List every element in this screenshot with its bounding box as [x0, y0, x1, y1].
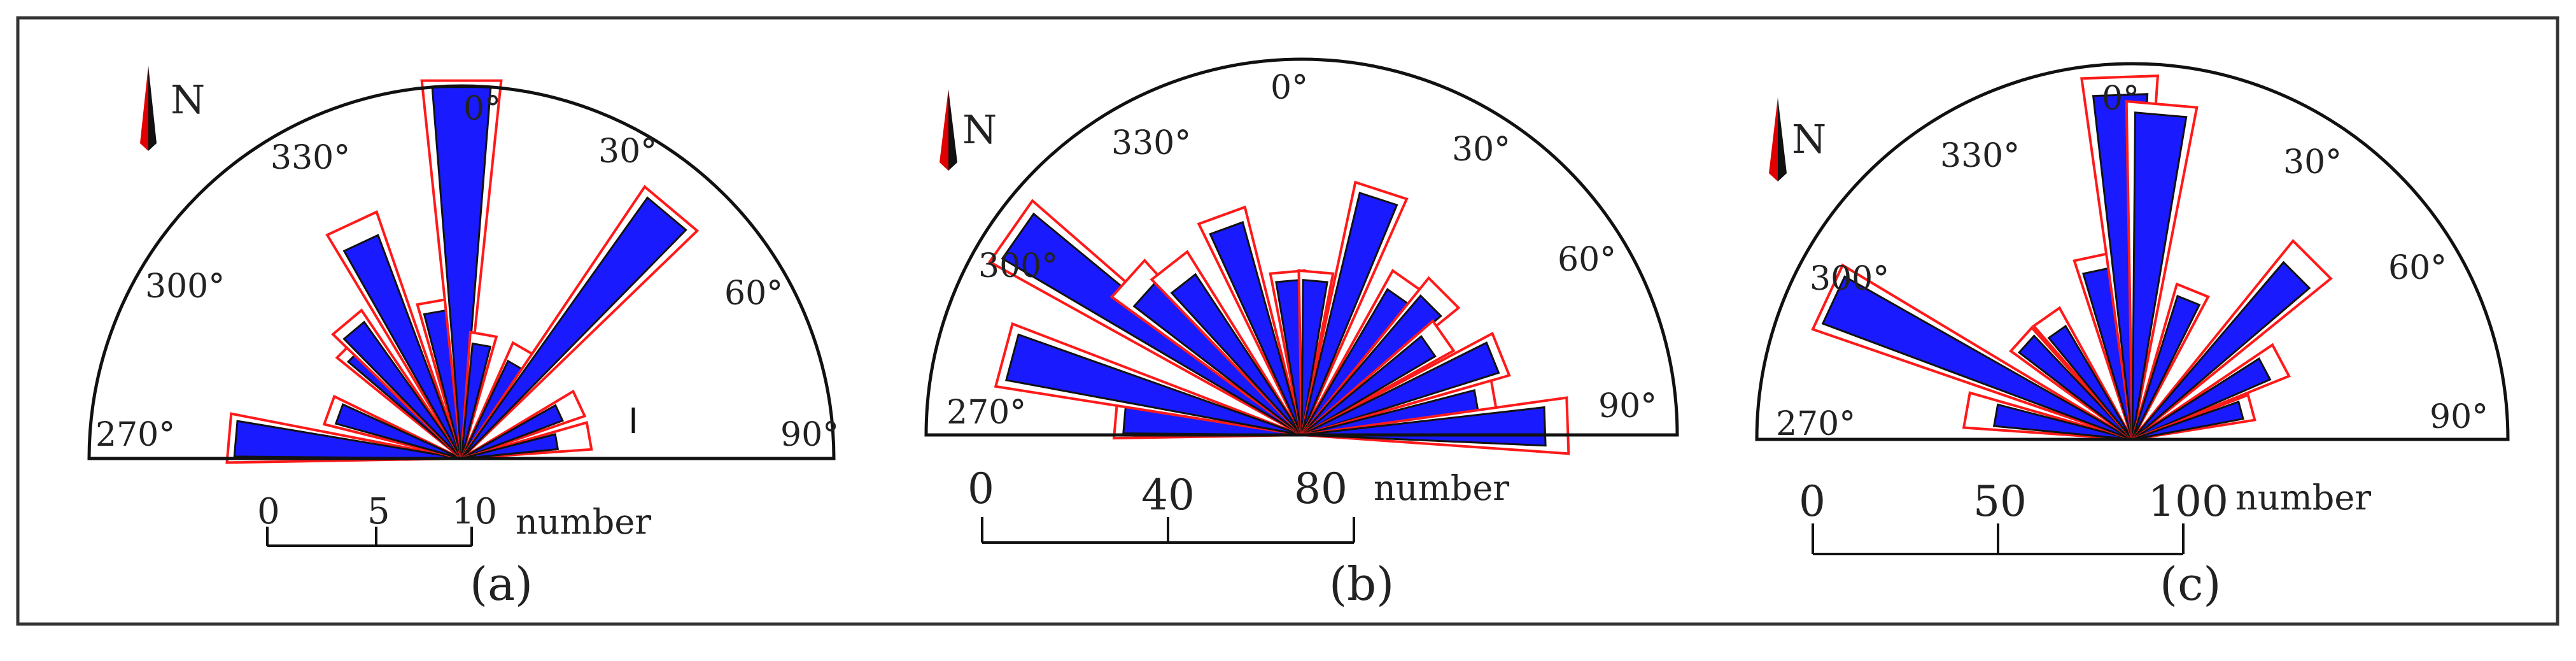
panel-b-petals [987, 180, 1570, 455]
panel-a: N 270° 300° 330° 0° 30° 60° 90° 0 5 10 n… [87, 66, 839, 611]
panel-a-label-270: 270° [95, 416, 175, 454]
panel-b-label-270: 270° [947, 394, 1026, 432]
panel-c-label-90: 90° [2430, 398, 2488, 436]
scale-tick-label: 0 [968, 464, 994, 513]
panel-b-scale-bar: 0 40 80 number [968, 464, 1509, 544]
panel-c-label-330: 330° [1940, 137, 2020, 175]
panel-b-petal-12 [1301, 341, 1500, 436]
panel-b-petal-4 [1170, 273, 1303, 436]
panel-a-label-330: 330° [271, 139, 350, 177]
panel-c-scale-bar: 0 50 100 number [1799, 477, 2371, 555]
panel-b-caption: (b) [1329, 557, 1394, 611]
north-arrow-red-half [140, 66, 148, 151]
panel-c-north-label: N [1792, 116, 1826, 162]
panel-a-petal-1 [334, 403, 462, 460]
panel-b-north-label: N [962, 106, 997, 153]
scale-tick-label: 40 [1141, 471, 1195, 520]
panel-b-label-60: 60° [1558, 241, 1616, 279]
panel-a-scale-bar: 0 5 10 number [257, 491, 651, 547]
panel-c-label-270: 270° [1776, 405, 1855, 443]
panel-a-petal-4 [342, 234, 463, 459]
scale-unit-label: number [1374, 468, 1509, 508]
panel-b-label-90: 90° [1598, 387, 1657, 425]
scale-unit-label: number [516, 502, 651, 542]
panel-c-label-300: 300° [1810, 260, 1889, 298]
panel-c-petal-0 [1992, 403, 2133, 441]
scale-tick-label: 0 [257, 491, 280, 532]
scale-tick-label: 0 [1799, 477, 1826, 526]
panel-a-petals [225, 79, 700, 464]
panel-a-petal-11 [461, 433, 560, 460]
panel-c-petal-1 [1821, 275, 2133, 441]
panel-c-petal-7 [2131, 294, 2201, 440]
north-arrow-red-half [1769, 97, 1778, 181]
panel-b-petal-8 [1300, 191, 1398, 436]
panel-c-petal-6 [2131, 111, 2188, 440]
panel-c-petal-10 [2132, 400, 2244, 441]
panel-a-caption: (a) [470, 557, 533, 611]
panel-c-north-arrow: N [1769, 97, 1826, 181]
panel-c-caption: (c) [2160, 557, 2221, 611]
scale-tick-label: 5 [367, 491, 390, 532]
panel-c-petal-9 [2132, 357, 2272, 441]
panel-c-semicircle [1755, 62, 2510, 441]
panel-a-petal-7 [460, 342, 492, 459]
north-arrow-black-half [1778, 97, 1787, 181]
scale-unit-label: number [2235, 478, 2371, 518]
panel-c-label-60: 60° [2388, 249, 2447, 287]
scale-tick-label: 100 [2148, 477, 2228, 526]
scale-tick-label: 50 [1973, 477, 2027, 526]
panel-b-label-0: 0° [1270, 69, 1308, 107]
panel-c-petals [1811, 75, 2333, 441]
panel-a-petal-3 [342, 320, 463, 460]
panel-a-label-60: 60° [724, 274, 783, 313]
panel-b-semicircle [924, 57, 1679, 437]
panel-a-north-label: N [171, 76, 205, 123]
panel-b-label-30: 30° [1452, 131, 1510, 169]
panel-b-north-arrow: N [940, 89, 997, 171]
north-arrow-black-half [948, 89, 957, 171]
panel-a-label-30: 30° [598, 132, 657, 171]
panel-b-label-300: 300° [978, 247, 1058, 285]
panel-a-label-0: 0° [463, 90, 501, 128]
panel-c-petal-3 [2047, 324, 2134, 440]
panel-c-petal-2 [2017, 334, 2134, 441]
panel-c-petal-8 [2131, 260, 2311, 441]
panel-b-petal-7 [1300, 278, 1328, 436]
panel-b-petal-1 [1005, 333, 1302, 436]
panel-a-petal-10 [461, 404, 564, 460]
panel-b-label-330: 330° [1111, 124, 1191, 162]
panel-a-label-90: 90° [780, 416, 839, 454]
scale-tick-label: 10 [452, 491, 497, 532]
panel-a-semicircle [87, 84, 836, 460]
north-arrow-black-half [148, 66, 157, 151]
panel-b-petal-5 [1209, 221, 1303, 436]
panel-b: N 270° 300° 330° 0° 30° 60° 90° 0 40 80 … [924, 57, 1679, 611]
panel-c-label-0: 0° [2102, 80, 2139, 118]
panel-b-petal-11 [1301, 335, 1437, 436]
panel-a-north-arrow: N [140, 66, 205, 151]
panel-c-label-30: 30° [2283, 143, 2342, 181]
panel-c: N 270° 300° 330° 0° 30° 60° 90° 0 50 100… [1755, 62, 2510, 611]
panel-a-petal-9 [460, 196, 687, 460]
panel-a-label-300: 300° [145, 267, 225, 306]
scale-tick-label: 80 [1294, 464, 1348, 513]
north-arrow-red-half [940, 89, 948, 171]
